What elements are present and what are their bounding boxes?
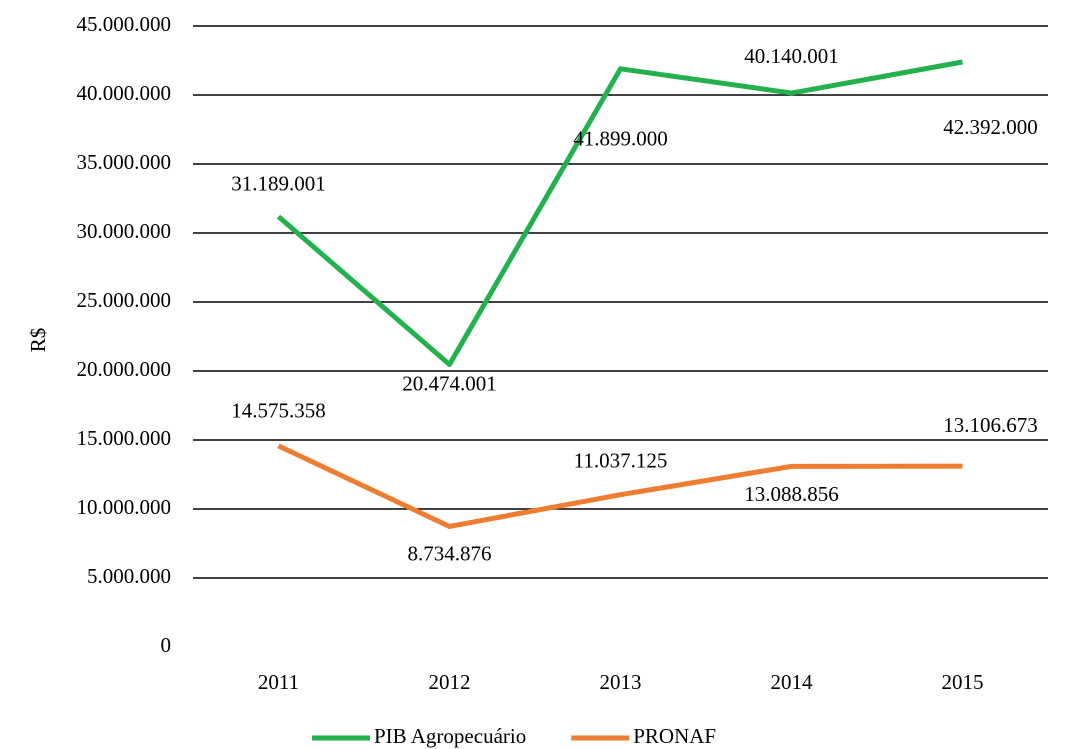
data-label: 20.474.001 (402, 371, 497, 395)
data-label: 42.392.000 (943, 115, 1038, 139)
y-tick-label: 5.000.000 (87, 564, 171, 588)
y-tick-label: 10.000.000 (77, 495, 172, 519)
y-axis-label: R$ (26, 328, 50, 353)
y-tick-label: 25.000.000 (77, 288, 172, 312)
data-label: 13.106.673 (943, 413, 1038, 437)
x-tick-label: 2014 (771, 670, 814, 694)
data-label: 14.575.358 (231, 399, 326, 423)
data-label: 31.189.001 (231, 171, 326, 195)
data-label: 13.088.856 (744, 482, 839, 506)
y-tick-label: 35.000.000 (77, 150, 172, 174)
y-tick-label: 20.000.000 (77, 357, 172, 381)
y-tick-label: 15.000.000 (77, 426, 172, 450)
legend-label: PIB Agropecuário (374, 724, 526, 748)
x-tick-label: 2011 (258, 670, 299, 694)
y-tick-label: 45.000.000 (77, 12, 172, 36)
data-label: 40.140.001 (744, 44, 839, 68)
x-tick-label: 2015 (942, 670, 984, 694)
data-label: 41.899.000 (573, 127, 668, 151)
x-tick-label: 2013 (600, 670, 642, 694)
data-label: 8.734.876 (408, 541, 492, 565)
series-line (276, 59, 963, 367)
y-tick-label: 40.000.000 (77, 81, 172, 105)
series-line (277, 443, 963, 529)
data-label: 11.037.125 (574, 449, 668, 473)
x-tick-label: 2012 (429, 670, 471, 694)
legend-label: PRONAF (633, 724, 716, 748)
y-tick-label: 0 (161, 633, 172, 657)
y-tick-label: 30.000.000 (77, 219, 172, 243)
